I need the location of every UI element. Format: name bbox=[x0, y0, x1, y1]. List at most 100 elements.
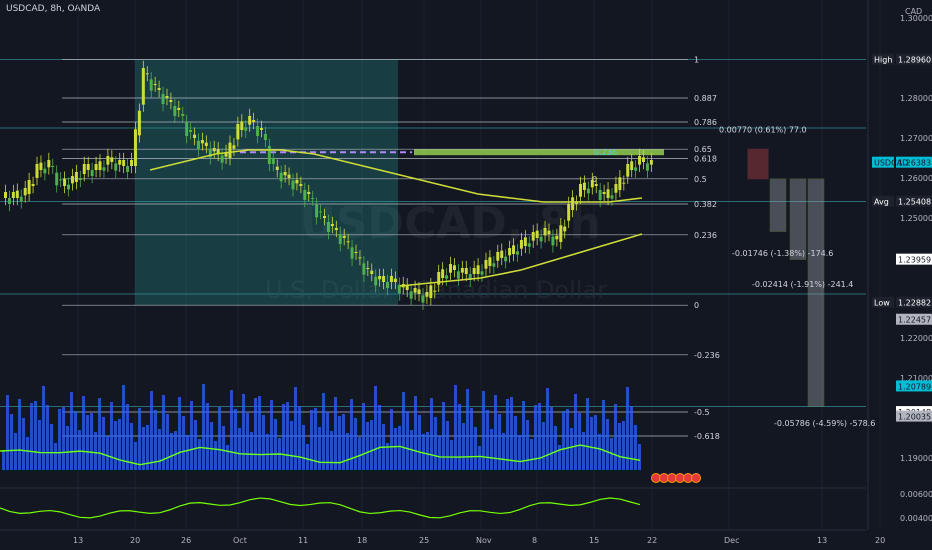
volume-bar bbox=[478, 446, 481, 470]
volume-bar bbox=[190, 401, 193, 470]
candle-body bbox=[193, 134, 197, 138]
volume-bar bbox=[82, 396, 85, 470]
candle-body bbox=[145, 73, 149, 75]
volume-bar bbox=[310, 410, 313, 470]
candle-body bbox=[323, 216, 326, 218]
candle-body bbox=[519, 240, 523, 249]
volume-bar bbox=[90, 413, 93, 470]
volume-bar bbox=[630, 406, 633, 470]
candle-body bbox=[63, 178, 67, 186]
fib-label-1: 1 bbox=[694, 56, 699, 65]
candle-body bbox=[23, 188, 27, 196]
fib-label-2: 0.887 bbox=[694, 94, 717, 103]
volume-bar bbox=[374, 386, 377, 470]
measure-box-2 bbox=[807, 178, 825, 407]
candle-body bbox=[86, 164, 90, 170]
volume-bar bbox=[482, 391, 485, 470]
fib-label-6: 0.5 bbox=[694, 175, 707, 184]
price-tag-value-3: 1.23959 bbox=[898, 256, 931, 265]
candle-body bbox=[169, 100, 173, 102]
candle-body bbox=[393, 278, 397, 282]
candle-body bbox=[11, 192, 15, 198]
symbol-title: USDCAD, 8h, OANDA bbox=[6, 4, 101, 14]
volume-bar bbox=[34, 401, 37, 470]
time-tick-11: Dec bbox=[724, 536, 739, 545]
time-axis: 13 20 26 Oct 11 18 25 Nov 8 15 22 Dec 13 20 bbox=[0, 529, 885, 545]
candle-body bbox=[543, 228, 547, 236]
volume-bar bbox=[142, 427, 145, 470]
candle-body bbox=[606, 189, 610, 198]
price-tag-bg-3 bbox=[896, 253, 932, 265]
candle-body bbox=[527, 243, 531, 247]
volume-bar bbox=[490, 429, 493, 470]
candle-body bbox=[67, 184, 71, 190]
candle-body bbox=[35, 164, 39, 178]
candle-body bbox=[460, 268, 464, 273]
volume-bar bbox=[102, 417, 105, 470]
volume-bar bbox=[534, 405, 537, 470]
volume-bar bbox=[558, 445, 561, 470]
price-tick-6: 1.21000 bbox=[900, 374, 932, 383]
candle-body bbox=[55, 172, 59, 186]
volume-bar bbox=[222, 426, 225, 470]
candle-body bbox=[118, 160, 122, 165]
time-tick-6: 25 bbox=[419, 536, 429, 545]
candle-body bbox=[43, 168, 47, 174]
volume-bar bbox=[114, 421, 117, 470]
volume-bar bbox=[170, 433, 173, 470]
volume-bar bbox=[42, 386, 45, 470]
candle-body bbox=[649, 160, 653, 165]
candle-body bbox=[27, 180, 31, 194]
fib-label-4: 0.65 bbox=[694, 145, 712, 154]
volume-bar bbox=[158, 429, 161, 470]
fib-label-5: 0.618 bbox=[694, 154, 717, 163]
price-tick-4: 1.25000 bbox=[900, 214, 932, 223]
price-tick-1: 1.28000 bbox=[900, 94, 932, 103]
volume-bar bbox=[330, 431, 333, 470]
candle-body bbox=[196, 140, 200, 150]
volume-bar bbox=[398, 426, 401, 470]
candle-body bbox=[563, 226, 567, 232]
candle-body bbox=[567, 204, 571, 221]
candle-body bbox=[291, 180, 295, 190]
measure-box-0 bbox=[769, 178, 787, 232]
candle-body bbox=[496, 252, 500, 261]
volume-bar bbox=[262, 415, 265, 470]
volume-bar bbox=[438, 436, 441, 470]
candle-body bbox=[315, 204, 319, 218]
volume-bar bbox=[458, 404, 461, 470]
volume-bar bbox=[574, 394, 577, 470]
volume-bar bbox=[126, 404, 129, 470]
measure-box-1 bbox=[789, 178, 807, 260]
candle-body bbox=[614, 184, 618, 193]
candle-body bbox=[386, 282, 390, 288]
candle-body bbox=[535, 230, 539, 238]
candle-body bbox=[417, 289, 421, 294]
candle-body bbox=[173, 106, 177, 116]
volume-bar bbox=[466, 389, 469, 470]
volume-bar bbox=[294, 387, 297, 470]
time-tick-12: 13 bbox=[817, 536, 827, 545]
candle-body bbox=[133, 129, 137, 166]
price-tag-bg-9 bbox=[896, 410, 932, 422]
candle-body bbox=[634, 167, 638, 171]
watermark-name: U.S. Dollar / Canadian Dollar bbox=[265, 276, 607, 304]
candle-body bbox=[263, 134, 267, 140]
volume-bar bbox=[254, 398, 257, 470]
candle-body bbox=[397, 284, 401, 294]
candle-body bbox=[539, 236, 543, 242]
candle-body bbox=[78, 178, 82, 180]
volume-bar bbox=[454, 385, 457, 470]
candle-body bbox=[267, 146, 271, 164]
candle-body bbox=[582, 182, 586, 190]
price-tag-value-1: 1.26383 bbox=[898, 159, 931, 168]
candle-body bbox=[31, 184, 35, 186]
candle-body bbox=[15, 190, 19, 198]
volume-bar bbox=[326, 412, 329, 470]
candle-body bbox=[126, 166, 130, 172]
price-tag-label-bg-2 bbox=[872, 195, 894, 207]
candle-body bbox=[445, 275, 449, 279]
volume-bar bbox=[406, 411, 409, 470]
candle-body bbox=[51, 166, 55, 167]
